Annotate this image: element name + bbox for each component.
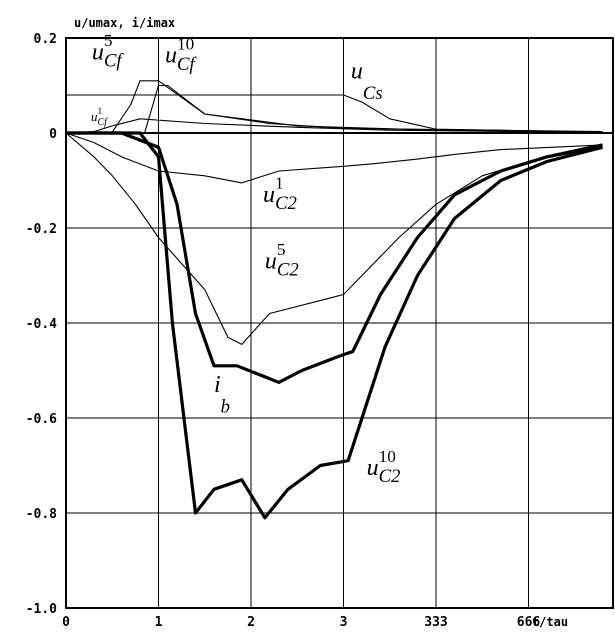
series-label: u1 Cf [91, 107, 108, 128]
tick-labels: 0.20-0.2-0.4-0.6-0.8-1.00 1 2 3 333 666 [26, 32, 541, 630]
y-tick-label: 0 [49, 127, 57, 142]
x-tick-label: 2 [247, 615, 255, 630]
grid [65, 37, 614, 609]
series-label: u1 C2 [263, 174, 297, 214]
x-tick-label: 333 [424, 615, 447, 630]
y-tick-label: 0.2 [34, 32, 57, 47]
y-tick-label: -0.6 [26, 412, 57, 427]
y-tick-label: -1.0 [26, 602, 57, 617]
series-label: u5 C2 [265, 240, 299, 280]
x-tick-label: 0 [62, 615, 70, 630]
series-label: u10 C2 [367, 447, 401, 487]
y-axis-title: u/umax, i/imax [74, 16, 175, 30]
series-labels: u5 Cf u10 Cf uCs u1 Cf u1 C2 u5 C2 ib u10 C2 [91, 31, 400, 487]
x-axis-title: t/tau [532, 615, 568, 629]
series-line-u-c2-10 [66, 131, 603, 520]
x-tick-label: 1 [155, 615, 163, 630]
series-line-u-c2-1 [65, 132, 603, 184]
series-line-u-c2-5 [65, 132, 603, 345]
series-layer [65, 80, 603, 520]
series-label: uCs [351, 58, 383, 103]
series-label: u5 Cf [92, 31, 125, 71]
series-line-u-cf-10 [66, 84, 603, 134]
y-tick-label: -0.4 [26, 317, 57, 332]
series-line-u-cf-1 [65, 118, 603, 134]
x-tick-label: 666 [517, 615, 541, 630]
x-tick-label: 3 [340, 615, 348, 630]
axes: u/umax, i/imax t/tau [74, 16, 568, 629]
series-label: u10 Cf [165, 35, 197, 75]
y-tick-label: -0.8 [26, 507, 57, 522]
series-label: ib [214, 372, 230, 417]
series-line-i-b [66, 131, 603, 384]
y-tick-label: -0.2 [26, 222, 57, 237]
